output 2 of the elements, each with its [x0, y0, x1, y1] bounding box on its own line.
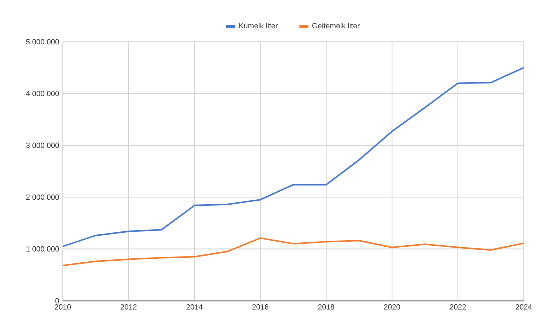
line-series: [63, 67, 524, 248]
line-series: [63, 238, 524, 267]
